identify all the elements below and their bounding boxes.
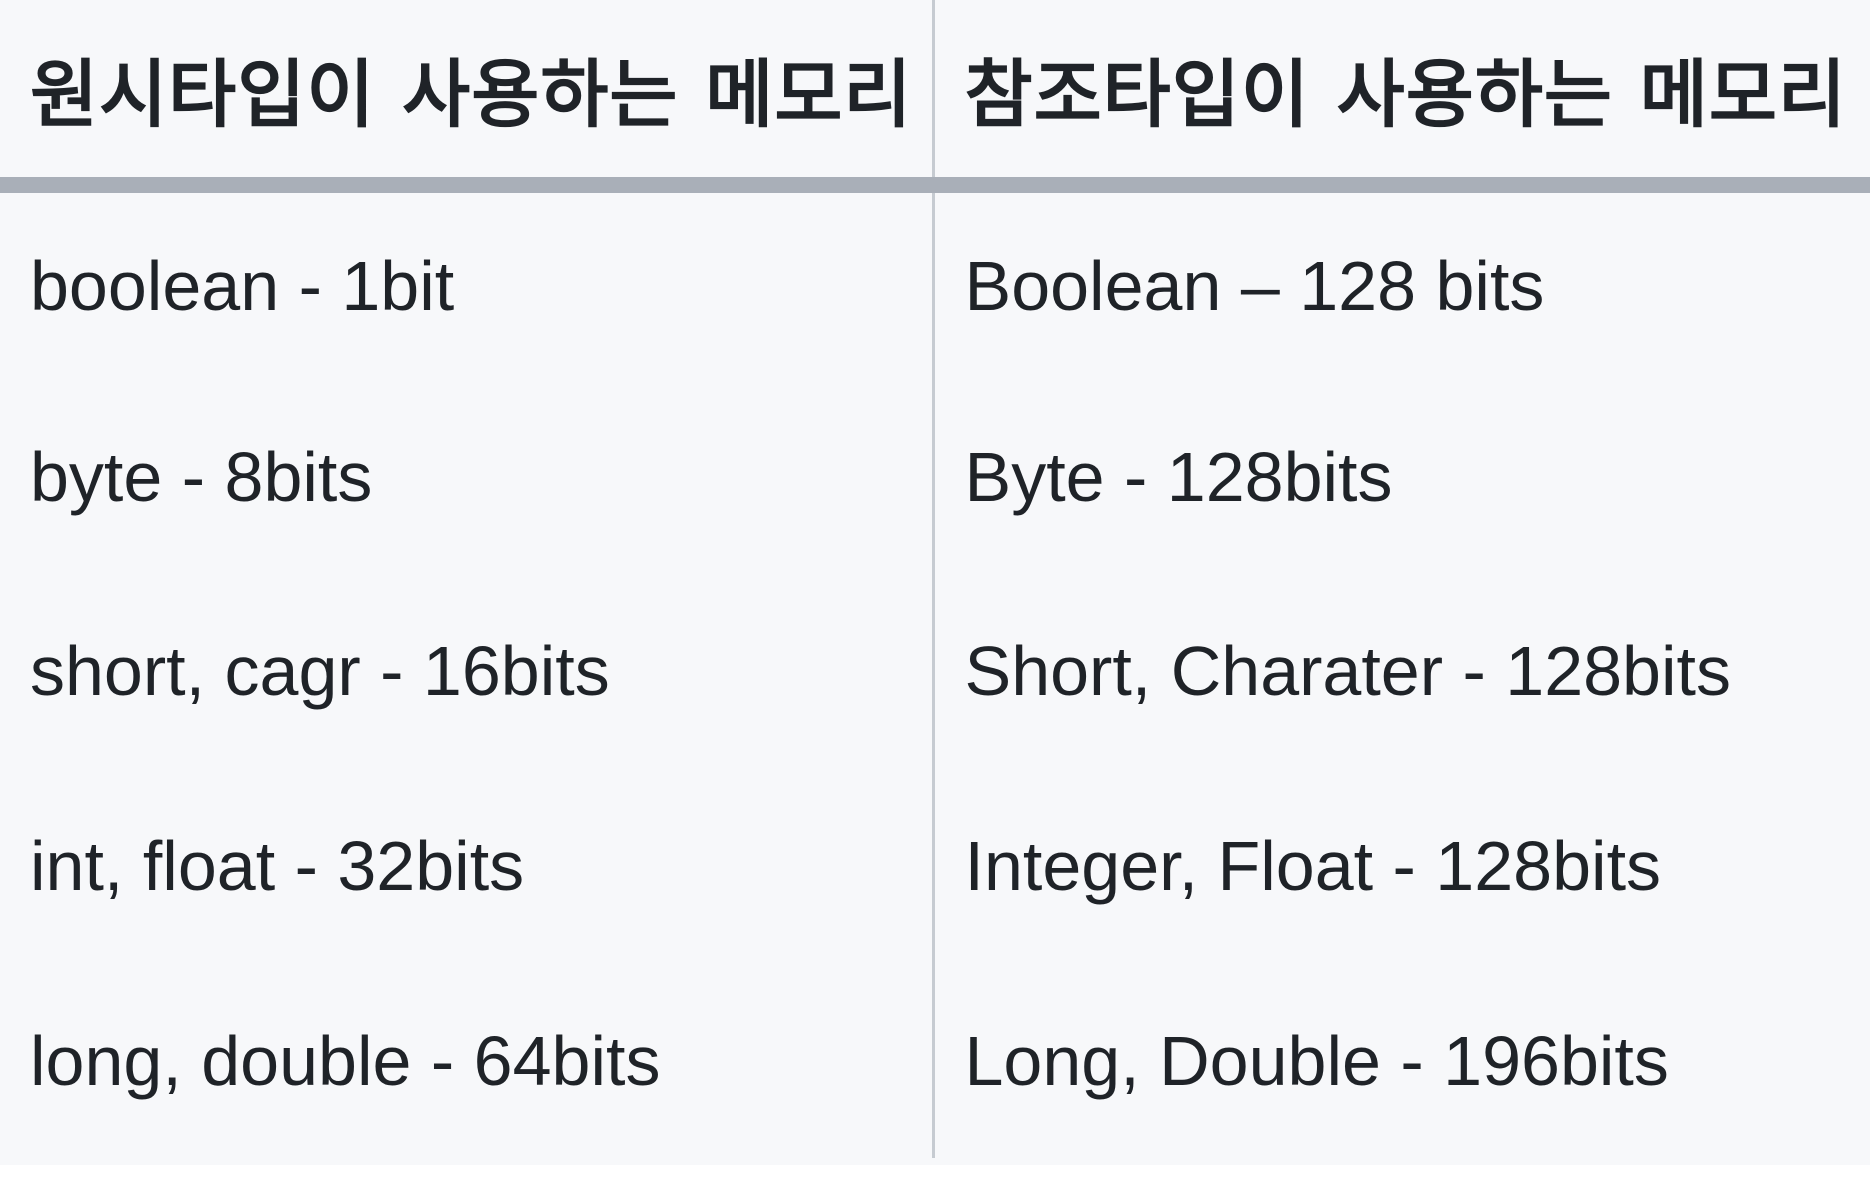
cell-primitive: byte - 8bits	[0, 379, 935, 575]
cell-primitive: int, float - 32bits	[0, 768, 935, 964]
table-row: byte - 8bits Byte - 128bits	[0, 379, 1870, 575]
table-row: int, float - 32bits Integer, Float - 128…	[0, 768, 1870, 964]
page-bottom-edge	[0, 1165, 1870, 1178]
table-row: boolean - 1bit Boolean – 128 bits	[0, 185, 1870, 380]
table-row: long, double - 64bits Long, Double - 196…	[0, 963, 1870, 1158]
cell-reference: Boolean – 128 bits	[964, 247, 1545, 326]
cell-primitive: long, double - 64bits	[0, 963, 935, 1158]
table-row: short, cagr - 16bits Short, Charater - 1…	[0, 574, 1870, 769]
table-header-row: 원시타입이 사용하는 메모리 참조타입이 사용하는 메모리	[0, 0, 1870, 193]
cell-reference: Long, Double - 196bits	[964, 1021, 1669, 1100]
cell-reference: Short, Charater - 128bits	[964, 632, 1731, 711]
cell-primitive: boolean - 1bit	[0, 185, 935, 380]
header-primitive-memory: 원시타입이 사용하는 메모리	[0, 0, 935, 193]
cell-reference: Byte - 128bits	[964, 437, 1393, 516]
cell-primitive: short, cagr - 16bits	[0, 574, 935, 769]
header-reference-memory: 참조타입이 사용하는 메모리	[933, 0, 1870, 193]
cell-reference: Integer, Float - 128bits	[964, 827, 1662, 906]
